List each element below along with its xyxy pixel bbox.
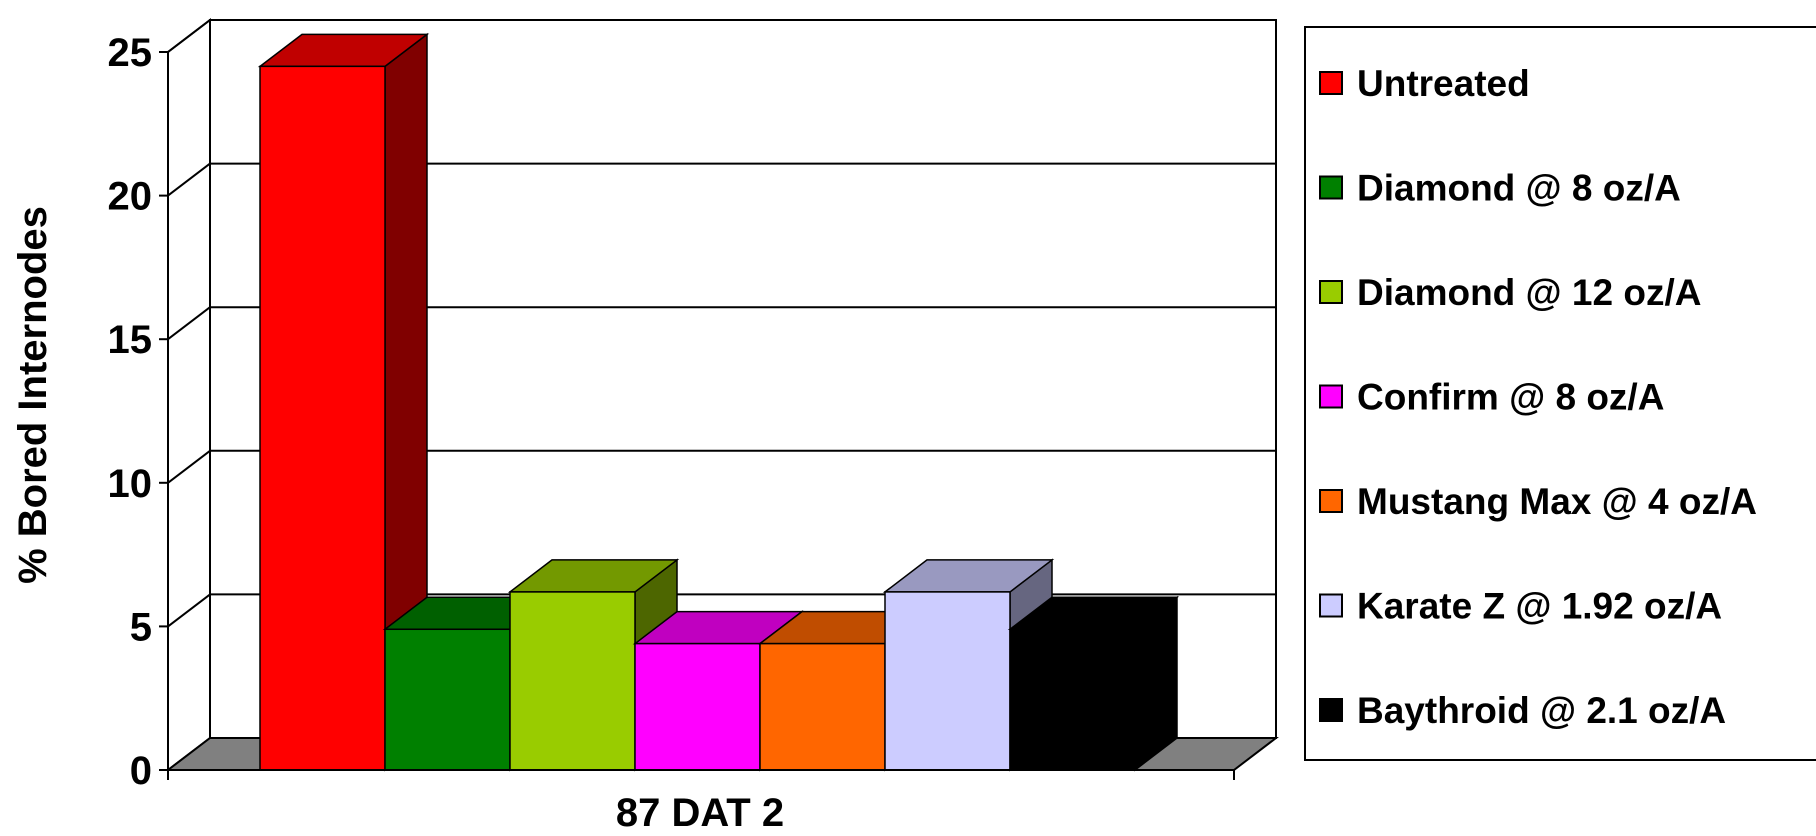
bar-untreated (257, 32, 430, 772)
gridline-side (167, 306, 211, 340)
legend-item: Untreated (1319, 63, 1530, 104)
y-tick-label: 20 (108, 175, 153, 219)
bar-baythroid-2-1-oz-a (1007, 595, 1180, 772)
gridline-side (167, 450, 211, 484)
y-tick-label: 25 (108, 31, 153, 75)
gridline-side (167, 162, 211, 197)
bar-front (259, 65, 386, 771)
legend-swatch (1319, 698, 1343, 722)
legend-item: Diamond @ 8 oz/A (1319, 168, 1681, 209)
legend-label: Diamond @ 8 oz/A (1357, 168, 1681, 209)
y-tick-label: 5 (130, 605, 152, 649)
legend-swatch (1319, 280, 1343, 304)
gridline-side (167, 593, 211, 628)
legend-label: Karate Z @ 1.92 oz/A (1357, 586, 1722, 627)
legend-item: Confirm @ 8 oz/A (1319, 377, 1664, 418)
y-tick-label: 0 (130, 749, 152, 793)
bar-front (384, 628, 511, 771)
legend-item: Diamond @ 12 oz/A (1319, 272, 1701, 313)
legend-item: Mustang Max @ 4 oz/A (1319, 481, 1757, 522)
y-axis: 0 5 10 15 20 25 (108, 31, 1235, 793)
legend-item: Baythroid @ 2.1 oz/A (1319, 690, 1726, 731)
legend-box (1304, 26, 1816, 761)
legend-label: Mustang Max @ 4 oz/A (1357, 481, 1757, 522)
legend: Untreated Diamond @ 8 oz/A Diamond @ 12 oz… (1304, 26, 1816, 761)
legend-swatch (1319, 71, 1343, 95)
legend-swatch (1319, 175, 1343, 200)
bar-front (634, 642, 761, 771)
gridline-side (167, 19, 211, 53)
y-tick-label: 10 (108, 462, 153, 506)
bar-front (509, 591, 636, 771)
bar-front (884, 591, 1011, 771)
legend-swatch (1319, 593, 1343, 618)
bars (257, 32, 1180, 772)
side-wall (167, 17, 211, 773)
legend-label: Baythroid @ 2.1 oz/A (1357, 690, 1726, 731)
legend-label: Confirm @ 8 oz/A (1357, 377, 1664, 418)
legend-item: Karate Z @ 1.92 oz/A (1319, 586, 1722, 627)
legend-label: Diamond @ 12 oz/A (1357, 272, 1701, 313)
bar-front (1009, 628, 1136, 771)
legend-label: Untreated (1357, 63, 1530, 104)
y-axis-title: % Bored Internodes (11, 206, 55, 584)
legend-swatch (1319, 489, 1343, 513)
y-tick-label: 15 (108, 318, 153, 362)
x-category-label: 87 DAT 2 (616, 791, 784, 835)
legend-swatch (1319, 384, 1343, 409)
bar-front (759, 642, 886, 771)
